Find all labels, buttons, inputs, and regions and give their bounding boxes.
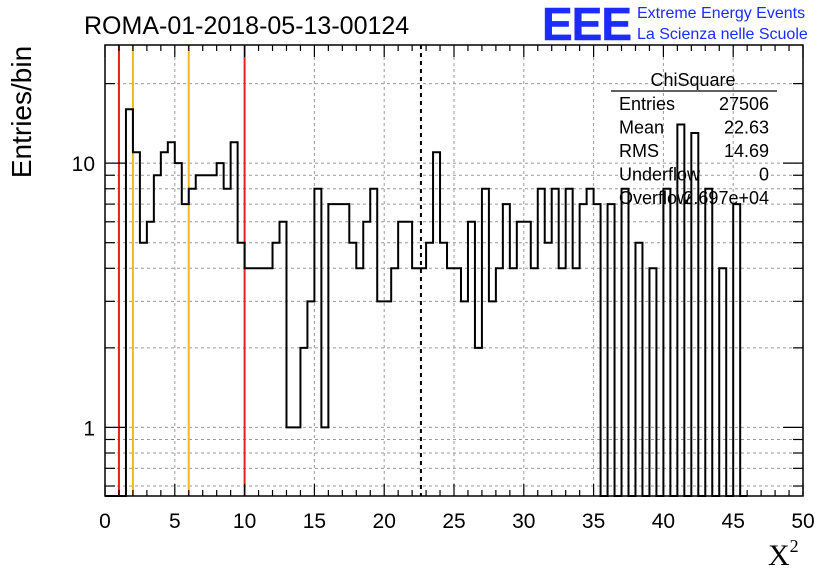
x-axis-label-base: X: [768, 539, 790, 572]
x-tick-label: 10: [233, 510, 256, 533]
stats-value: 27506: [719, 94, 769, 114]
x-tick-label: 25: [442, 510, 465, 533]
x-tick-label: 0: [99, 510, 111, 533]
logo-mark: EEE: [542, 0, 631, 50]
stats-label: Entries: [619, 94, 675, 114]
stats-value: 0: [759, 165, 769, 185]
x-tick-label: 50: [791, 510, 814, 533]
stats-value: 2.697e+04: [683, 188, 769, 208]
x-tick-label: 20: [373, 510, 396, 533]
x-tick-label: 15: [303, 510, 326, 533]
marker-lines: [117, 45, 422, 496]
stats-value: 22.63: [724, 118, 769, 138]
x-axis: 0 5 10 15 20 25 30 35 40 45 50: [99, 45, 815, 533]
y-axis: 1 10: [72, 83, 803, 487]
y-axis-label: Entries/bin: [6, 46, 37, 178]
stats-label: Underflow: [619, 165, 701, 185]
y-tick-label: 10: [72, 153, 95, 176]
stats-label: Overflow: [619, 188, 691, 208]
y-tick-label: 1: [83, 417, 95, 440]
stats-title: ChiSquare: [650, 70, 735, 90]
x-tick-label: 40: [652, 510, 675, 533]
stats-box: ChiSquare Entries 27506 Mean 22.63 RMS 14.69 U…: [611, 70, 777, 208]
x-axis-label: X2: [768, 536, 799, 572]
stats-label: RMS: [619, 141, 659, 161]
stats-value: 14.69: [724, 141, 769, 161]
stats-label: Mean: [619, 118, 664, 138]
x-tick-label: 45: [722, 510, 745, 533]
x-tick-label: 30: [512, 510, 535, 533]
x-tick-label: 35: [582, 510, 605, 533]
logo-line-1: Extreme Energy Events: [637, 5, 805, 22]
eee-logo: EEE Extreme Energy Events La Scienza nel…: [542, 0, 808, 50]
x-tick-label: 5: [169, 510, 181, 533]
x-axis-label-superscript: 2: [790, 536, 799, 556]
chart-title: ROMA-01-2018-05-13-00124: [84, 12, 409, 40]
logo-line-2: La Scienza nelle Scuole: [637, 26, 808, 43]
